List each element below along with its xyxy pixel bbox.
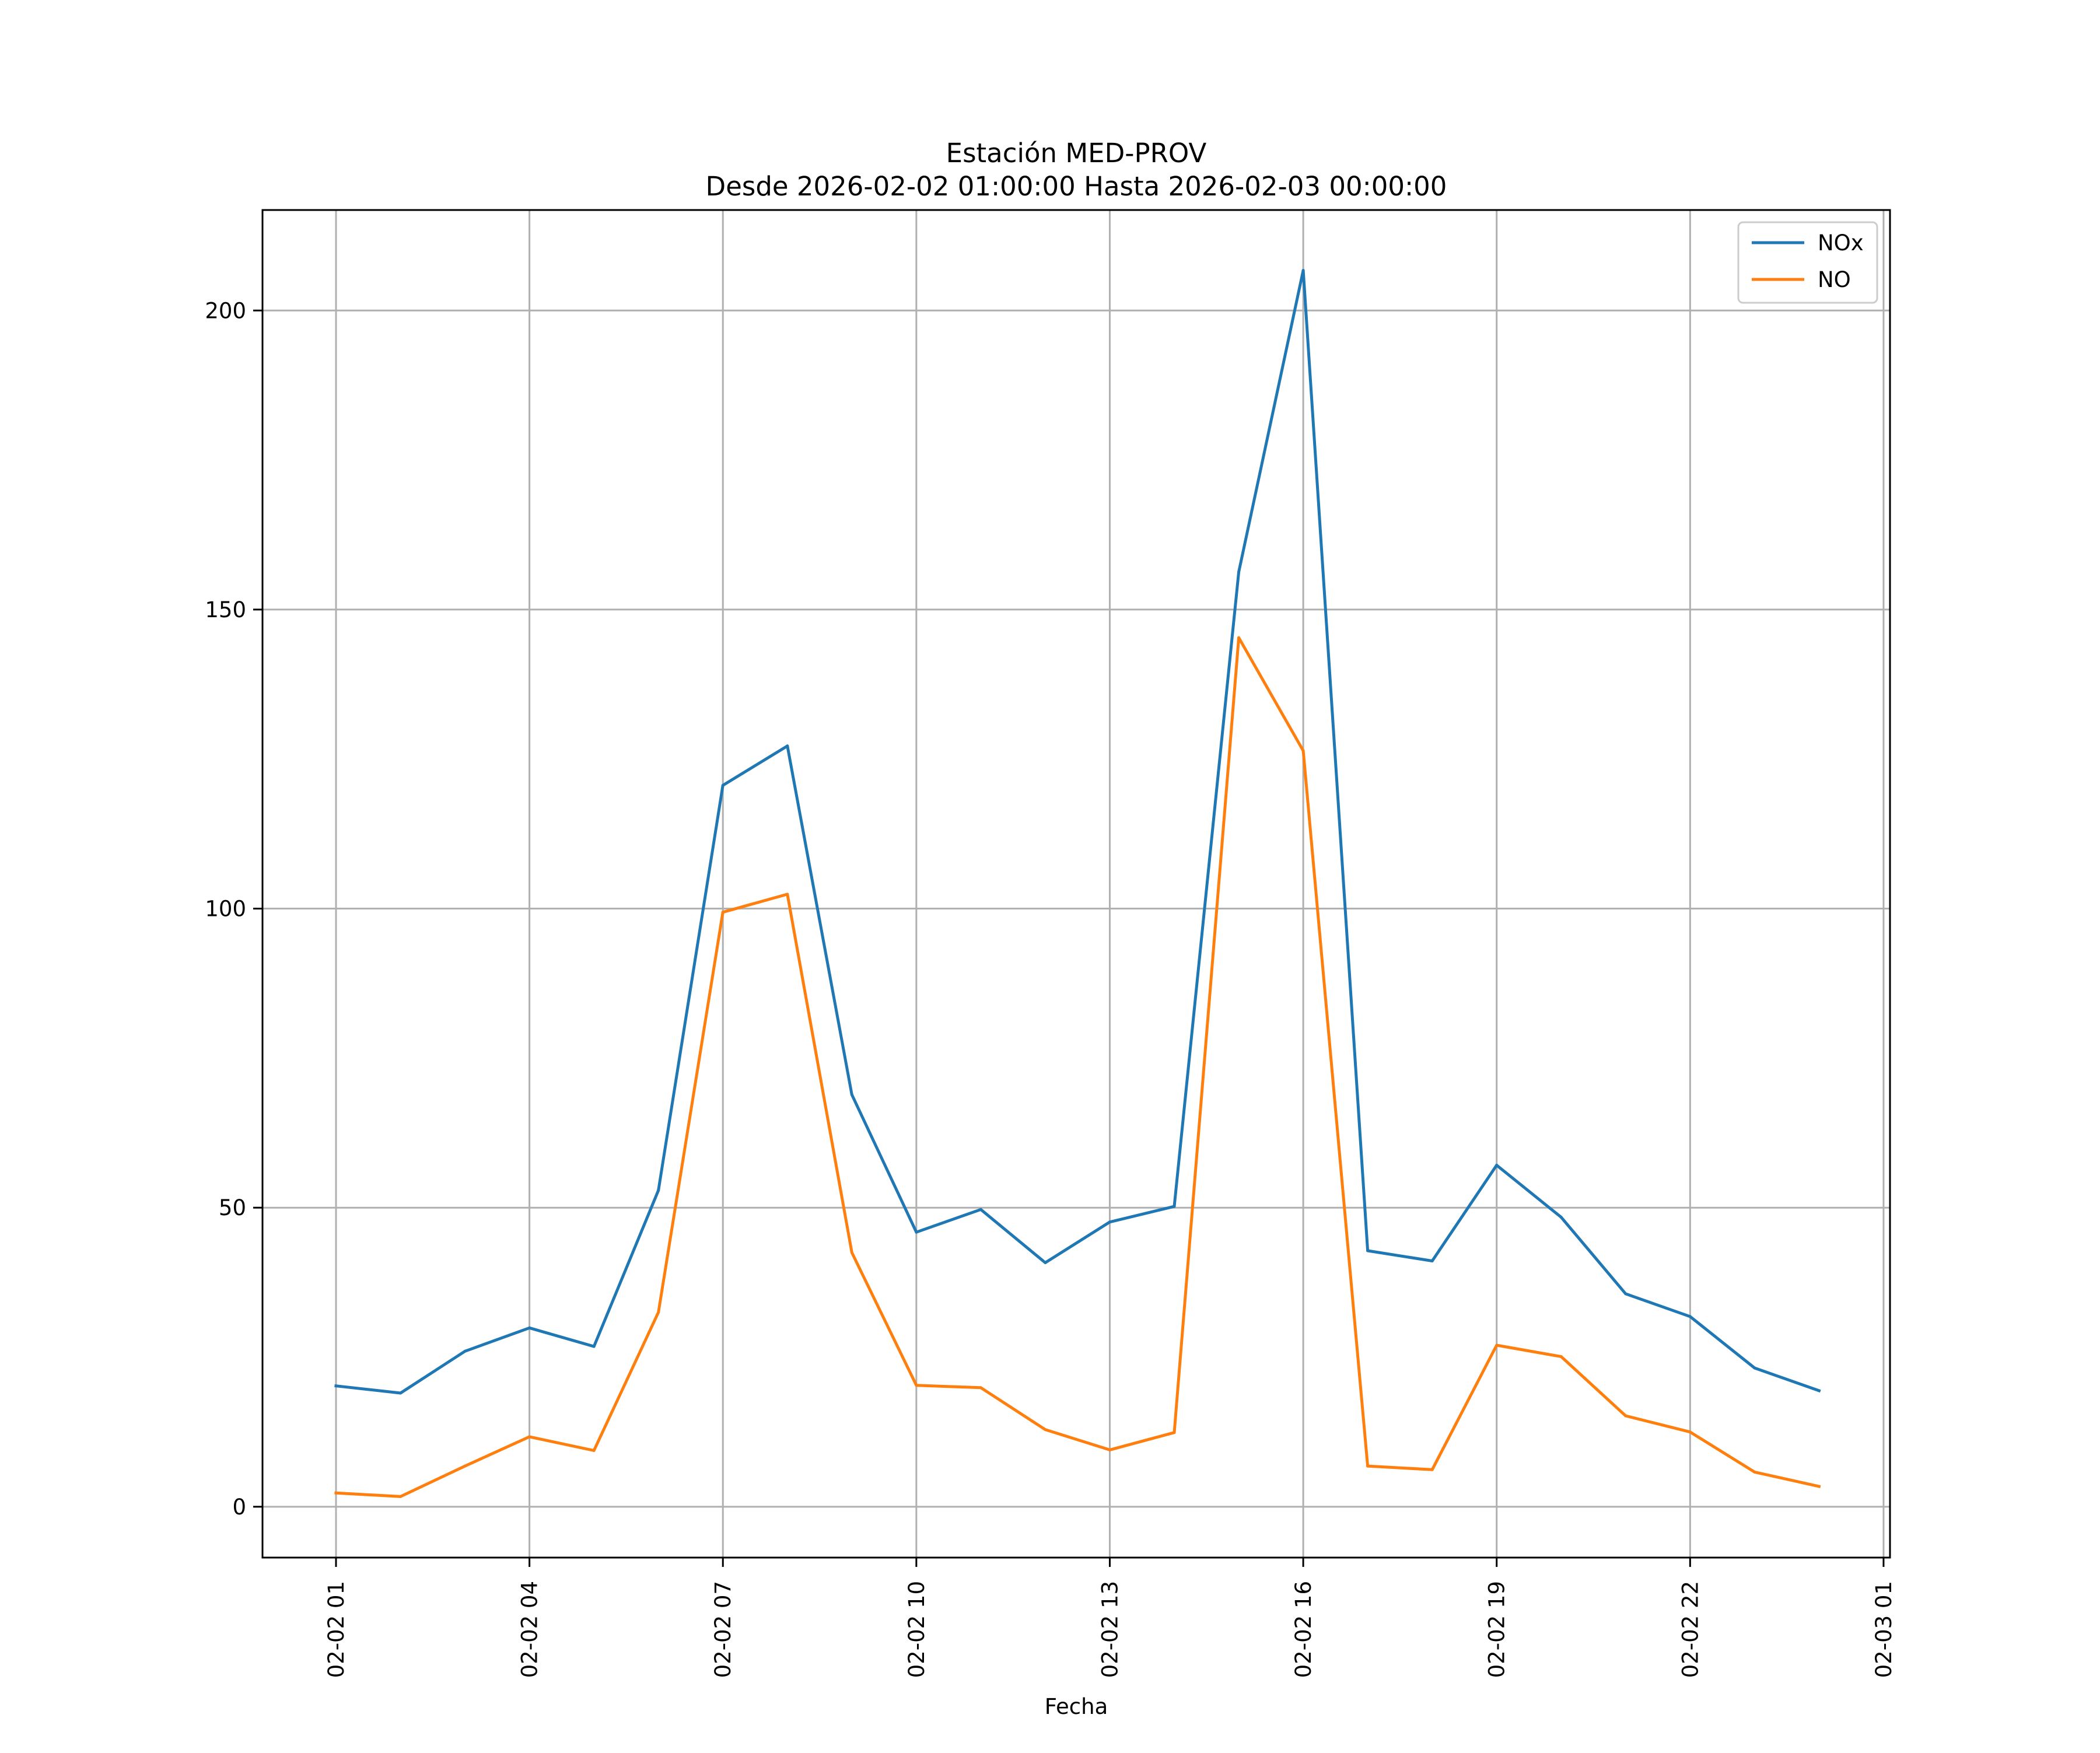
data-point xyxy=(592,1345,596,1348)
data-point xyxy=(1688,1315,1692,1318)
x-tick-label: 02-02 19 xyxy=(1485,1581,1510,1678)
data-point xyxy=(1559,1355,1563,1358)
data-point xyxy=(1301,269,1305,272)
x-tick-label: 02-02 22 xyxy=(1678,1581,1703,1678)
data-point xyxy=(1430,1468,1434,1471)
data-point xyxy=(1366,1249,1370,1252)
grid-lines xyxy=(262,210,1890,1558)
y-tick-label: 50 xyxy=(219,1195,246,1220)
data-point xyxy=(1688,1430,1692,1434)
data-point xyxy=(915,1230,918,1234)
data-point xyxy=(1817,1485,1821,1488)
series-line-no xyxy=(334,636,1821,1498)
x-tick-label: 02-02 01 xyxy=(324,1581,349,1678)
data-point xyxy=(657,1311,660,1314)
data-point xyxy=(463,1464,467,1468)
data-point xyxy=(1237,570,1241,573)
data-point xyxy=(1753,1470,1756,1474)
data-point xyxy=(1172,1431,1176,1434)
data-point xyxy=(1237,636,1241,639)
data-point xyxy=(850,1251,853,1254)
legend: NOx NO xyxy=(1737,221,1878,304)
data-point xyxy=(334,1491,338,1495)
series-lines xyxy=(334,269,1821,1498)
data-point xyxy=(528,1435,531,1439)
data-point xyxy=(1108,1220,1111,1224)
data-point xyxy=(979,1208,982,1211)
x-tick-label: 02-02 07 xyxy=(710,1581,736,1678)
y-tick-label: 200 xyxy=(205,298,246,323)
data-point xyxy=(721,911,724,914)
x-tick-label: 02-02 04 xyxy=(517,1581,542,1678)
data-point xyxy=(1559,1216,1563,1219)
data-point xyxy=(528,1326,531,1329)
data-point xyxy=(1624,1414,1628,1418)
data-point xyxy=(657,1188,660,1192)
x-tick-label: 02-02 16 xyxy=(1291,1581,1316,1678)
data-point xyxy=(1495,1163,1499,1167)
data-point xyxy=(1108,1448,1111,1451)
data-point xyxy=(1495,1343,1499,1347)
series-points-nox xyxy=(334,269,1821,1395)
data-point xyxy=(463,1349,467,1353)
plot-area xyxy=(262,210,1890,1558)
data-point xyxy=(1172,1205,1176,1208)
data-point xyxy=(850,1093,853,1096)
legend-label-nox: NOx xyxy=(1818,230,1864,256)
data-point xyxy=(979,1386,982,1390)
y-tick-label: 100 xyxy=(205,897,246,922)
x-tick-label: 02-03 01 xyxy=(1871,1581,1896,1678)
data-point xyxy=(1366,1464,1370,1468)
data-point xyxy=(1430,1259,1434,1262)
data-point xyxy=(1753,1366,1756,1370)
chart-title: Estación MED-PROV xyxy=(946,138,1207,169)
data-point xyxy=(592,1448,596,1452)
data-point xyxy=(1301,749,1305,753)
chart-subtitle: Desde 2026-02-02 01:00:00 Hasta 2026-02-… xyxy=(706,171,1447,202)
data-point xyxy=(721,783,724,787)
series-points-no xyxy=(334,636,1821,1498)
data-point xyxy=(1044,1261,1047,1265)
legend-label-no: NO xyxy=(1818,267,1851,292)
data-point xyxy=(915,1384,918,1387)
data-point xyxy=(399,1391,402,1395)
data-point xyxy=(1817,1389,1821,1392)
data-point xyxy=(399,1495,402,1498)
axes-frame xyxy=(261,209,1891,1559)
data-point xyxy=(786,893,789,896)
x-tick-label: 02-02 10 xyxy=(904,1581,929,1678)
y-tick-label: 0 xyxy=(232,1495,246,1520)
x-axis-label: Fecha xyxy=(1045,1694,1108,1719)
data-point xyxy=(786,744,789,748)
data-point xyxy=(1624,1292,1628,1296)
y-tick-label: 150 xyxy=(205,597,246,622)
data-point xyxy=(1044,1428,1047,1432)
y-axis-ticks: 0 50 100 150 200 xyxy=(205,298,262,1520)
data-point xyxy=(334,1384,338,1388)
series-line-nox xyxy=(334,269,1821,1395)
x-tick-label: 02-02 13 xyxy=(1097,1581,1122,1678)
x-axis-ticks: 02-02 01 02-02 04 02-02 07 02-02 10 02-02 13… xyxy=(324,1558,1896,1678)
